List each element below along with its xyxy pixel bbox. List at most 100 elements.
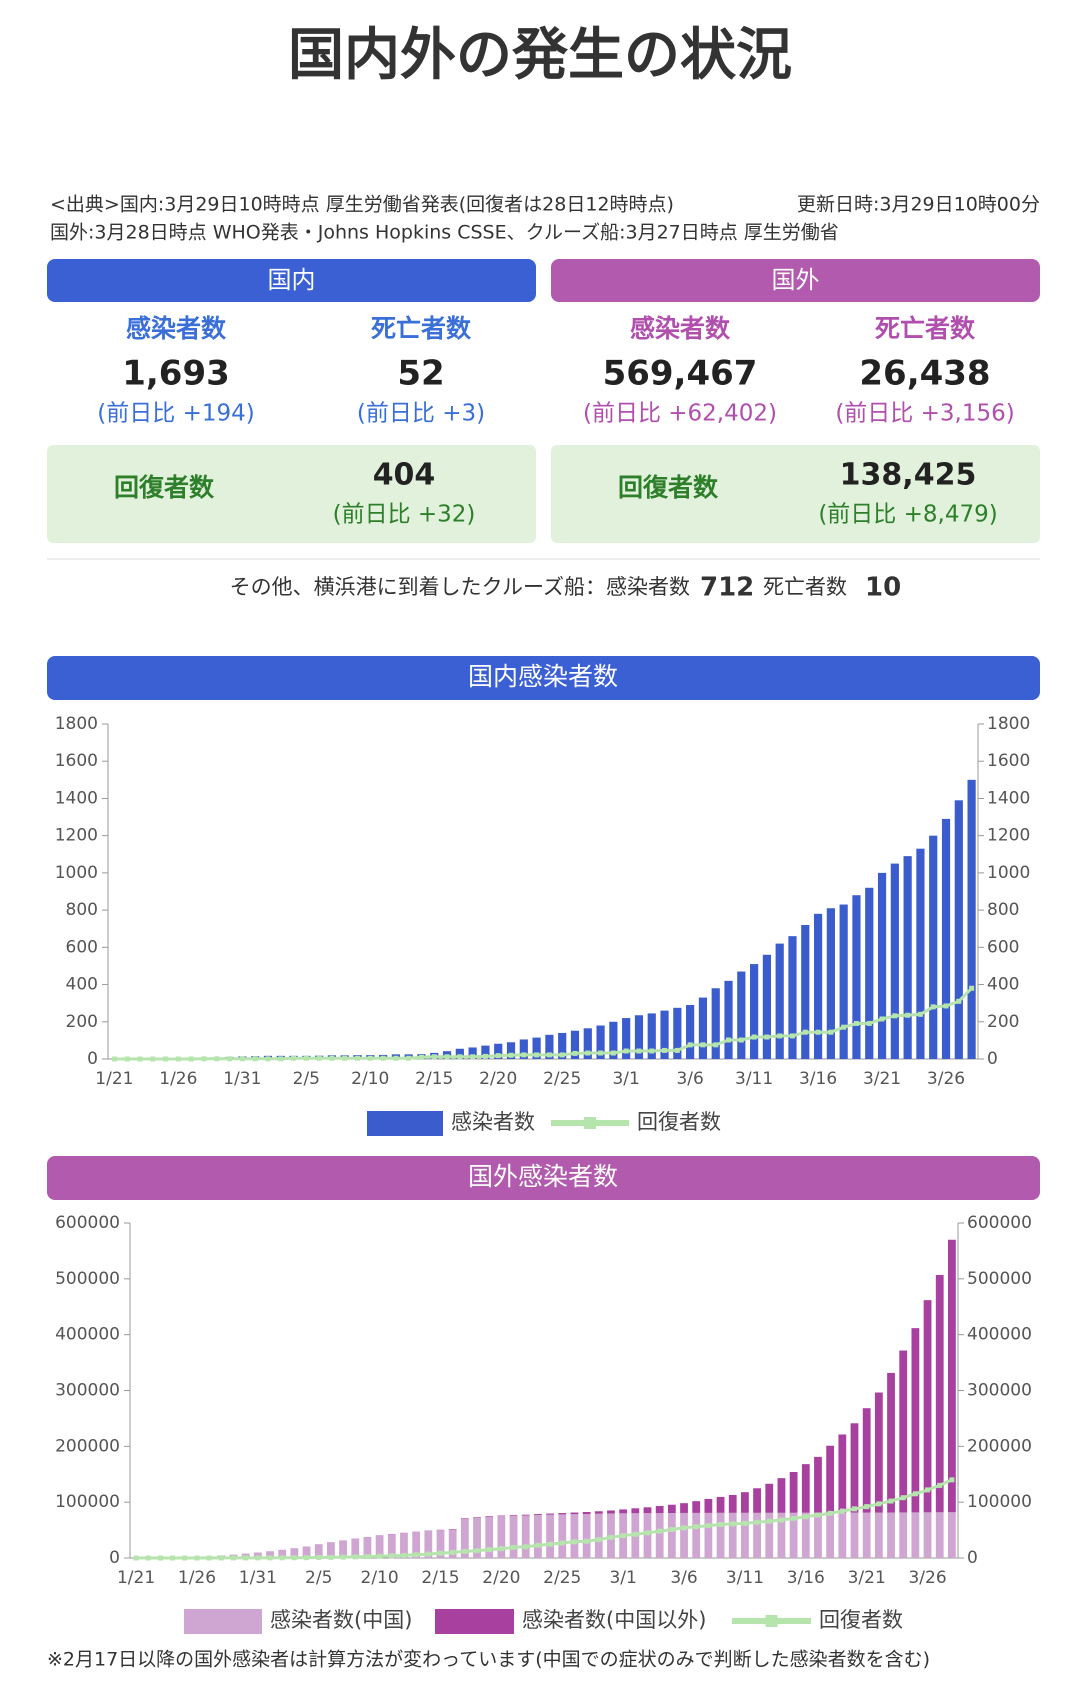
line-marker: [879, 1016, 885, 1022]
panel-header: [47, 259, 536, 302]
chart-header: [47, 656, 1040, 700]
line-marker: [669, 1527, 675, 1533]
line-marker: [401, 1552, 407, 1558]
y-tick-label: 1800: [55, 714, 98, 734]
line-marker: [214, 1056, 220, 1062]
x-tick-label: 3/16: [787, 1568, 825, 1588]
line-marker: [279, 1555, 285, 1561]
line-marker: [201, 1056, 207, 1062]
line-marker: [291, 1555, 297, 1561]
y-tick-label: 200: [66, 1012, 98, 1032]
line-marker: [342, 1055, 348, 1061]
line-marker: [645, 1530, 650, 1536]
bar: [813, 913, 823, 1059]
y-tick-label: 100000: [55, 1492, 120, 1512]
bar: [468, 1047, 477, 1059]
y-tick-label: 800: [66, 900, 98, 920]
bar: [753, 1488, 761, 1513]
stat-label: 死亡者数: [371, 314, 472, 343]
bar: [558, 1032, 567, 1059]
bar: [704, 1498, 713, 1513]
line-marker: [585, 1050, 591, 1056]
bar: [850, 1423, 859, 1513]
stat-change: (前日比 +62,402): [583, 401, 777, 427]
line-marker: [303, 1055, 309, 1061]
bar: [509, 1515, 518, 1558]
legend-label: 感染者数: [451, 1110, 535, 1134]
x-tick-label: 2/15: [415, 1069, 453, 1089]
bar: [400, 1533, 408, 1558]
line-marker: [608, 1534, 614, 1540]
line-marker: [905, 1012, 911, 1018]
line-marker: [523, 1544, 529, 1550]
bar: [519, 1039, 528, 1059]
footnote: ※2月17日以降の国外感染者は計算方法が変わっています(中国での症状のみで判断し…: [47, 1649, 930, 1671]
bar: [570, 1030, 580, 1059]
line-marker: [231, 1555, 236, 1561]
bar: [954, 800, 963, 1059]
line-marker: [778, 1517, 784, 1523]
bar: [375, 1535, 384, 1558]
x-tick-label: 2/10: [361, 1568, 399, 1588]
line-marker: [853, 1020, 859, 1026]
bar: [765, 1483, 774, 1513]
bar: [448, 1529, 457, 1558]
x-tick-label: 1/21: [95, 1069, 133, 1089]
x-tick-label: 3/1: [612, 1069, 639, 1089]
line-marker: [462, 1548, 468, 1554]
line-marker: [431, 1054, 437, 1060]
bar: [948, 1512, 956, 1558]
x-tick-label: 1/21: [117, 1568, 155, 1588]
line-marker: [495, 1053, 501, 1059]
line-marker: [764, 1034, 770, 1040]
panel-header: [551, 259, 1040, 302]
bar: [923, 1512, 932, 1558]
stat-label: 感染者数: [126, 314, 227, 343]
line-marker: [700, 1042, 706, 1048]
y-tick-label: 0: [87, 1049, 98, 1069]
line-marker: [718, 1522, 724, 1527]
bar: [473, 1517, 481, 1558]
line-marker: [175, 1056, 181, 1062]
recovered-label: 回復者数: [114, 473, 215, 502]
line-marker: [864, 1504, 870, 1510]
line-marker: [892, 1013, 898, 1019]
legend-label: 感染者数(中国): [270, 1608, 412, 1632]
x-tick-label: 2/5: [305, 1568, 332, 1588]
line-marker: [815, 1029, 821, 1035]
stat-change: (前日比 +194): [97, 401, 254, 427]
recovered-label: 回復者数: [618, 473, 719, 502]
line-marker: [777, 1033, 783, 1039]
line-marker: [789, 1033, 795, 1039]
line-marker: [111, 1056, 117, 1062]
line-marker: [340, 1554, 346, 1560]
line-marker: [218, 1555, 224, 1561]
bar: [698, 997, 708, 1059]
bar: [363, 1537, 372, 1558]
line-marker: [754, 1519, 760, 1525]
line-marker: [620, 1533, 626, 1539]
line-marker: [949, 1477, 955, 1483]
line-marker: [636, 1048, 642, 1054]
line-marker: [413, 1552, 419, 1558]
bar: [545, 1034, 554, 1059]
bar: [765, 1512, 774, 1558]
line-marker: [316, 1055, 322, 1061]
line-marker: [482, 1053, 488, 1059]
bar: [302, 1546, 311, 1558]
line-marker: [133, 1555, 139, 1561]
bar: [911, 1328, 920, 1513]
y2-tick-label: 1200: [987, 826, 1030, 846]
line-marker: [486, 1547, 492, 1553]
line-marker: [291, 1055, 297, 1061]
bar: [929, 835, 938, 1059]
line-marker: [364, 1554, 370, 1560]
line-marker: [470, 1054, 476, 1060]
bar: [673, 1007, 682, 1059]
stat-change: (前日比 +3): [357, 401, 485, 427]
x-tick-label: 1/26: [178, 1568, 216, 1588]
bar: [278, 1549, 287, 1558]
line-marker: [559, 1540, 565, 1546]
stat-label: 感染者数: [630, 314, 731, 343]
x-tick-label: 2/20: [479, 1069, 517, 1089]
